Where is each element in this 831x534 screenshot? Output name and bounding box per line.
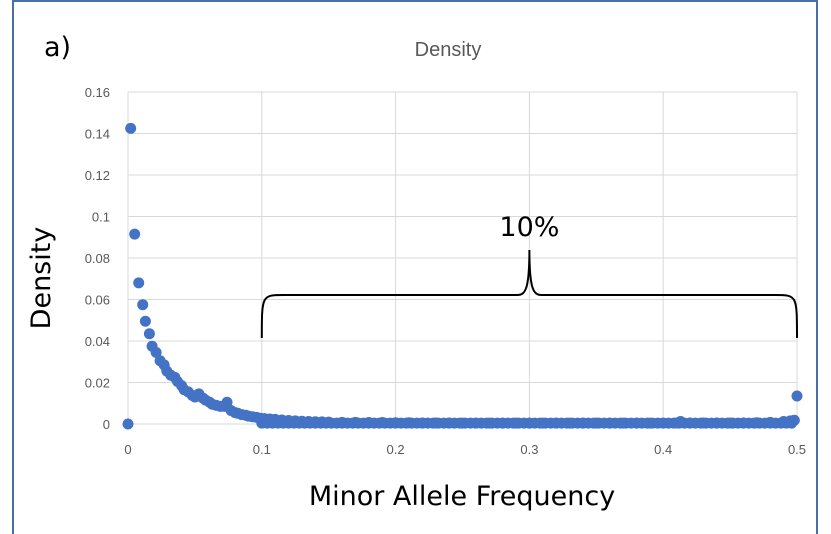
- scatter-point: [221, 396, 233, 408]
- y-tick-label: 0.06: [85, 293, 110, 308]
- y-tick-label: 0.08: [85, 251, 110, 266]
- y-tick-labels: 0 0.02 0.04 0.06 0.08 0.1 0.12 0.14 0.16: [85, 85, 110, 432]
- x-axis-title: Minor Allele Frequency: [309, 481, 615, 512]
- scatter-point: [143, 328, 155, 340]
- scatter-point: [137, 299, 149, 311]
- y-tick-label: 0.12: [85, 168, 110, 183]
- y-tick-label: 0: [103, 417, 110, 432]
- x-tick-labels: 0 0.1 0.2 0.3 0.4 0.5: [124, 442, 806, 457]
- data-points: [122, 122, 803, 430]
- panel-label: a): [44, 32, 71, 63]
- x-tick-label: 0.2: [387, 442, 405, 457]
- annotation-bracket: 10%: [260, 212, 798, 339]
- x-tick-label: 0.1: [253, 442, 271, 457]
- scatter-point: [791, 390, 803, 402]
- bracket-shape: [260, 249, 798, 339]
- x-tick-label: 0.3: [520, 442, 538, 457]
- y-tick-label: 0.1: [92, 210, 110, 225]
- gridlines: [127, 91, 798, 425]
- y-axis-title: Density: [26, 227, 57, 330]
- scatter-point: [786, 417, 798, 429]
- y-tick-label: 0.04: [85, 334, 110, 349]
- scatter-point: [122, 418, 134, 430]
- scatter-point: [150, 346, 162, 358]
- x-tick-label: 0: [124, 442, 131, 457]
- x-tick-label: 0.5: [788, 442, 806, 457]
- scatter-point: [133, 277, 145, 289]
- scatter-point: [125, 122, 137, 134]
- y-tick-label: 0.02: [85, 376, 110, 391]
- chart-frame: [12, 0, 818, 534]
- chart-title: Density: [415, 39, 482, 61]
- y-tick-label: 0.16: [85, 85, 110, 100]
- y-tick-label: 0.14: [85, 127, 110, 142]
- x-tick-label: 0.4: [654, 442, 672, 457]
- annotation-label: 10%: [499, 212, 559, 243]
- scatter-point: [139, 315, 151, 327]
- scatter-point: [129, 228, 141, 240]
